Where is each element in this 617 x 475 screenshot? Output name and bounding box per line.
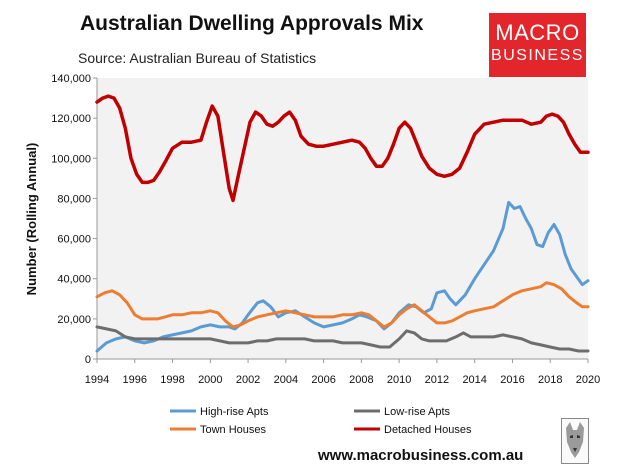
series-line-town-houses [95,281,590,329]
y-tick-label: 120,000 [51,113,91,125]
x-tick-label: 2000 [198,374,222,386]
footer-url[interactable]: www.macrobusiness.com.au [318,447,524,464]
chart-subtitle: Source: Australian Bureau of Statistics [78,50,317,66]
y-tick-label: 140,000 [51,73,91,85]
legend-label-high-rise-apts: High-rise Apts [200,406,269,418]
macrobusiness-logo: MACRO BUSINESS [489,13,586,77]
x-tick-label: 2002 [236,374,260,386]
x-tick-label: 2006 [311,374,335,386]
series-lines [95,94,590,353]
logo-line2: BUSINESS [491,47,584,64]
x-tick-label: 2004 [274,374,298,386]
x-axis: 1994 1996 1998 2000 2002 2004 2006 2008 2010 2012… [85,358,600,386]
legend: High-rise Apts Low-rise Apts Town Houses De… [170,406,472,436]
y-tick-label: 0 [85,354,91,366]
y-tick-label: 100,000 [51,153,91,165]
legend-label-detached-houses: Detached Houses [384,424,472,436]
x-tick-label: 1998 [160,374,184,386]
y-axis: 0 20,000 40,000 60,000 80,000 100,000 120,000 1… [51,73,98,366]
wolf-logo-icon [561,418,589,464]
x-tick-label: 2010 [387,374,411,386]
x-tick-label: 2018 [538,374,562,386]
y-axis-label: Number (Rolling Annual) [24,143,39,296]
x-tick-label: 2012 [425,374,449,386]
x-tick-label: 2020 [576,374,600,386]
y-tick-label: 20,000 [57,314,91,326]
x-tick-label: 1996 [123,374,147,386]
legend-label-town-houses: Town Houses [200,424,267,436]
y-tick-label: 40,000 [57,274,91,286]
x-tick-label: 1994 [85,374,109,386]
x-tick-label: 2014 [462,374,486,386]
chart-title: Australian Dwelling Approvals Mix [80,12,424,35]
y-tick-label: 80,000 [57,193,91,205]
x-tick-label: 2008 [349,374,373,386]
legend-label-low-rise-apts: Low-rise Apts [384,406,451,418]
series-line-low-rise-apts [95,325,590,353]
x-tick-label: 2016 [500,374,524,386]
y-tick-label: 60,000 [57,234,91,246]
series-line-detached-houses [95,94,590,203]
logo-line1: MACRO [495,20,580,45]
